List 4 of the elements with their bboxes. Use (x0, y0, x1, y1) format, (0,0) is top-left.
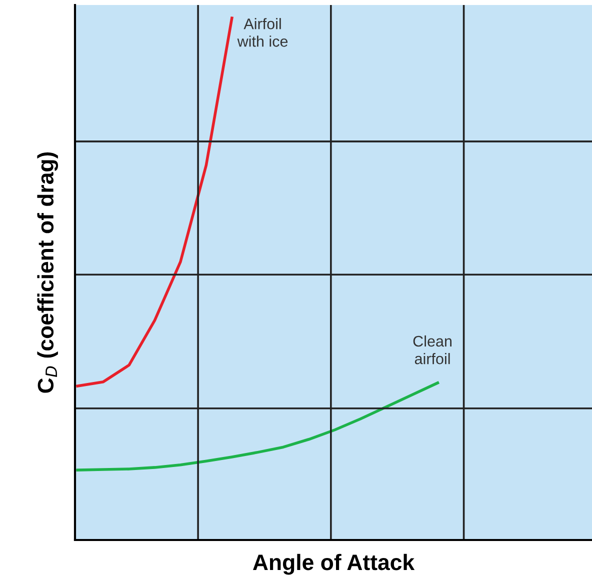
y-axis-title: C$_{D}$ (coefficient of drag) (37, 152, 58, 393)
x-axis-title: Angle of Attack (252, 554, 415, 575)
series-label: Clean airfoil (413, 335, 452, 364)
series-label: Airfoil with ice (237, 18, 288, 47)
